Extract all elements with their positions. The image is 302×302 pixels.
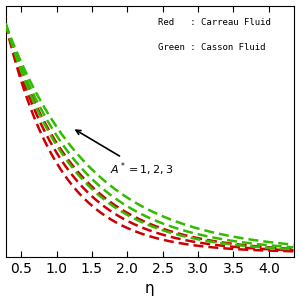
Text: $A^*=1,2,3$: $A^*=1,2,3$: [76, 130, 173, 178]
Text: Green : Casson Fluid: Green : Casson Fluid: [158, 43, 266, 52]
X-axis label: η: η: [145, 281, 154, 297]
Text: Red   : Carreau Fluid: Red : Carreau Fluid: [158, 18, 271, 27]
